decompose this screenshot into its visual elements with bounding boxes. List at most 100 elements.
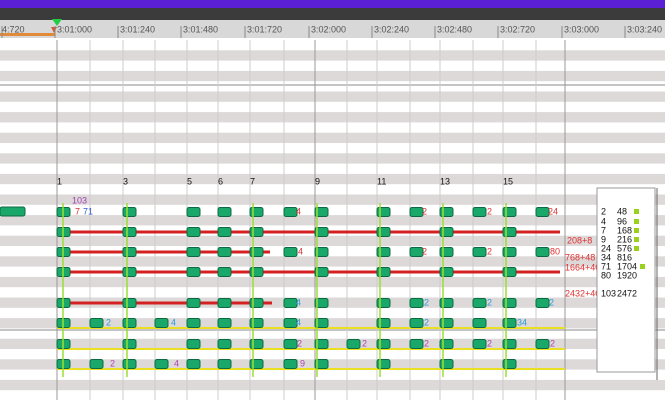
note-block[interactable] bbox=[502, 318, 517, 328]
note-block[interactable] bbox=[409, 207, 424, 217]
note-block[interactable] bbox=[439, 227, 454, 237]
note-block[interactable] bbox=[502, 207, 517, 217]
ruler-label: 3:01:480 bbox=[183, 24, 218, 34]
note-block[interactable] bbox=[122, 339, 137, 349]
note-block[interactable] bbox=[376, 207, 391, 217]
note-block[interactable] bbox=[314, 227, 329, 237]
note-block[interactable] bbox=[283, 298, 298, 308]
note-block[interactable] bbox=[217, 359, 232, 369]
note-block[interactable] bbox=[217, 247, 232, 257]
note-block[interactable] bbox=[217, 207, 232, 217]
note-block[interactable] bbox=[376, 247, 391, 257]
note-block[interactable] bbox=[439, 359, 454, 369]
note-block[interactable] bbox=[472, 298, 487, 308]
note-block[interactable] bbox=[314, 339, 329, 349]
title-bar bbox=[0, 0, 665, 8]
note-block[interactable] bbox=[439, 298, 454, 308]
note-block[interactable] bbox=[409, 247, 424, 257]
note-block[interactable] bbox=[186, 247, 201, 257]
note-block[interactable] bbox=[186, 207, 201, 217]
note-block[interactable] bbox=[283, 247, 298, 257]
note-block[interactable] bbox=[409, 339, 424, 349]
note-block[interactable] bbox=[186, 318, 201, 328]
note-block[interactable] bbox=[314, 318, 329, 328]
track-stripe bbox=[0, 297, 665, 308]
note-block[interactable] bbox=[249, 207, 264, 217]
loop-bar bbox=[0, 33, 55, 36]
note-block[interactable] bbox=[376, 339, 391, 349]
note-block[interactable] bbox=[249, 247, 264, 257]
note-block[interactable] bbox=[376, 298, 391, 308]
note-block[interactable] bbox=[122, 247, 137, 257]
note-block[interactable] bbox=[122, 227, 137, 237]
note-block[interactable] bbox=[217, 267, 232, 277]
note-block[interactable] bbox=[217, 298, 232, 308]
note-block[interactable] bbox=[186, 339, 201, 349]
note-block[interactable] bbox=[409, 298, 424, 308]
note-block[interactable] bbox=[502, 247, 517, 257]
note-block[interactable] bbox=[502, 339, 517, 349]
note-block[interactable] bbox=[186, 359, 201, 369]
note-block[interactable] bbox=[346, 339, 361, 349]
note-block[interactable] bbox=[472, 247, 487, 257]
beat-number: 13 bbox=[440, 176, 450, 186]
note-block[interactable] bbox=[535, 298, 550, 308]
note-block[interactable] bbox=[249, 318, 264, 328]
note-block[interactable] bbox=[249, 267, 264, 277]
sum-label: 2432+40 bbox=[565, 288, 600, 298]
note-block[interactable] bbox=[283, 339, 298, 349]
note-block[interactable] bbox=[439, 318, 454, 328]
note-block[interactable] bbox=[314, 359, 329, 369]
note-block[interactable] bbox=[439, 207, 454, 217]
note-block[interactable] bbox=[376, 318, 391, 328]
note-block[interactable] bbox=[502, 359, 517, 369]
note-block[interactable] bbox=[439, 247, 454, 257]
note-block[interactable] bbox=[535, 247, 550, 257]
note-block[interactable] bbox=[249, 298, 264, 308]
note-block[interactable] bbox=[217, 339, 232, 349]
note-block[interactable] bbox=[314, 298, 329, 308]
note-block[interactable] bbox=[439, 267, 454, 277]
note-block[interactable] bbox=[535, 339, 550, 349]
note-block[interactable] bbox=[122, 207, 137, 217]
row-label: 80 bbox=[550, 246, 560, 256]
note-block[interactable] bbox=[89, 318, 104, 328]
row-label: 4 bbox=[296, 297, 301, 307]
note-block[interactable] bbox=[154, 318, 169, 328]
note-block[interactable] bbox=[502, 298, 517, 308]
note-block[interactable] bbox=[283, 207, 298, 217]
note-block[interactable] bbox=[186, 267, 201, 277]
note-block[interactable] bbox=[122, 318, 137, 328]
note-block[interactable] bbox=[154, 359, 169, 369]
note-block[interactable] bbox=[249, 227, 264, 237]
note-block[interactable] bbox=[502, 267, 517, 277]
note-block[interactable] bbox=[283, 359, 298, 369]
note-block[interactable] bbox=[314, 207, 329, 217]
note-block[interactable] bbox=[502, 227, 517, 237]
note-block[interactable] bbox=[249, 339, 264, 349]
note-block[interactable] bbox=[217, 318, 232, 328]
row-label: 4 bbox=[296, 206, 301, 216]
note-block[interactable] bbox=[186, 298, 201, 308]
note-block[interactable] bbox=[535, 207, 550, 217]
note-block[interactable] bbox=[122, 359, 137, 369]
note-block[interactable] bbox=[376, 359, 391, 369]
note-block[interactable] bbox=[122, 298, 137, 308]
note-block[interactable] bbox=[89, 359, 104, 369]
note-block[interactable] bbox=[472, 318, 487, 328]
note-block[interactable] bbox=[409, 318, 424, 328]
note-block[interactable] bbox=[376, 267, 391, 277]
note-block[interactable] bbox=[472, 339, 487, 349]
note-block[interactable] bbox=[439, 339, 454, 349]
note-block[interactable] bbox=[314, 247, 329, 257]
note-block[interactable] bbox=[249, 359, 264, 369]
note-block[interactable] bbox=[186, 227, 201, 237]
playhead[interactable] bbox=[52, 19, 62, 26]
note-block[interactable] bbox=[472, 207, 487, 217]
row-label: 4 bbox=[296, 317, 301, 327]
note-block[interactable] bbox=[283, 318, 298, 328]
note-block[interactable] bbox=[217, 227, 232, 237]
note-block[interactable] bbox=[122, 267, 137, 277]
note-block[interactable] bbox=[376, 227, 391, 237]
note-block[interactable] bbox=[314, 267, 329, 277]
